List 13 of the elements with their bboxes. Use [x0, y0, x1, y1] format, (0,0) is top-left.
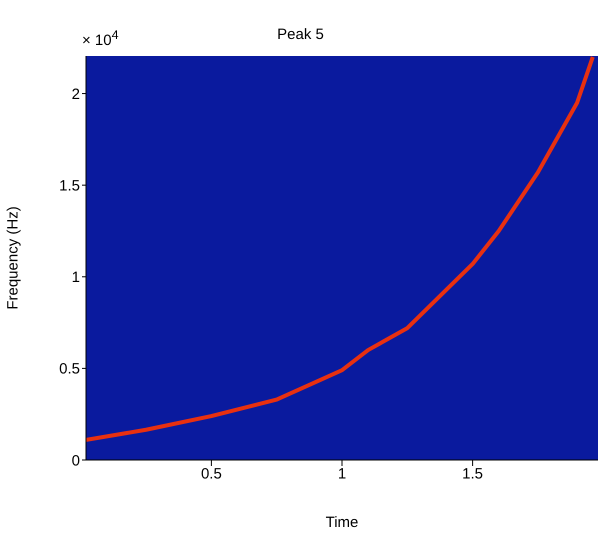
y-tick-label: 0	[72, 452, 80, 470]
x-tick-label: 0.5	[200, 466, 222, 483]
y-tick-label: 2	[72, 86, 80, 103]
x-tick-label: 1.5	[462, 466, 484, 483]
x-tick-label: 1	[338, 466, 346, 483]
y-tick-label: 1.5	[59, 177, 80, 194]
chart-title: Peak 5	[277, 26, 324, 43]
y-tick-label: 0.5	[59, 360, 80, 378]
x-axis-title: Time	[326, 514, 358, 531]
text: × 10$^{4}$	[82, 28, 119, 49]
line-series	[86, 56, 595, 442]
y-axis-title: Frequency (Hz)	[4, 206, 22, 310]
y-tick-label: 1	[72, 269, 80, 286]
